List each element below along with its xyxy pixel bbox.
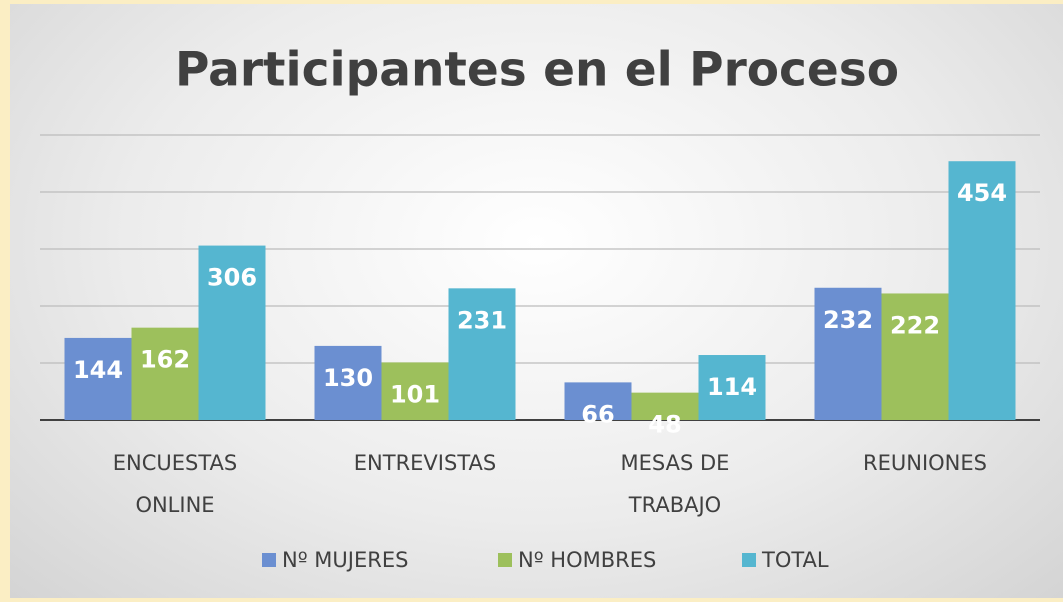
bar: [631, 392, 699, 420]
legend-label: TOTAL: [762, 548, 829, 572]
legend-label: Nº MUJERES: [282, 548, 409, 572]
legend-swatch: [262, 553, 276, 567]
bar: [448, 288, 516, 420]
data-label: 101: [390, 380, 440, 408]
data-label: 232: [823, 306, 873, 334]
bar: [564, 382, 632, 420]
legend-swatch: [742, 553, 756, 567]
bar: [131, 327, 199, 420]
data-label: 454: [957, 179, 1007, 207]
data-label: 306: [207, 264, 257, 292]
x-tick-label: MESAS DE TRABAJO: [620, 451, 730, 517]
data-label: 162: [140, 346, 190, 374]
x-tick-label: ENCUESTAS ONLINE: [112, 451, 238, 517]
bar: [64, 337, 132, 420]
legend-swatch: [498, 553, 512, 567]
data-label: 66: [581, 400, 614, 428]
data-label: 114: [707, 373, 757, 401]
x-tick-label: REUNIONES: [863, 451, 987, 475]
chart-title: Participantes en el Proceso: [175, 43, 899, 98]
data-label: 48: [648, 411, 681, 439]
data-label: 130: [323, 364, 373, 392]
bar: [198, 245, 266, 420]
data-label: 222: [890, 311, 940, 339]
data-label: 144: [73, 356, 123, 384]
x-tick-label: ENTREVISTAS: [353, 451, 497, 475]
bar: [314, 345, 382, 420]
bar: [881, 293, 949, 420]
legend-label: Nº HOMBRES: [518, 548, 657, 572]
bar: [814, 287, 882, 420]
bar: [698, 355, 766, 420]
data-label: 231: [457, 306, 507, 334]
bar: [948, 161, 1016, 420]
bar: [381, 362, 449, 420]
